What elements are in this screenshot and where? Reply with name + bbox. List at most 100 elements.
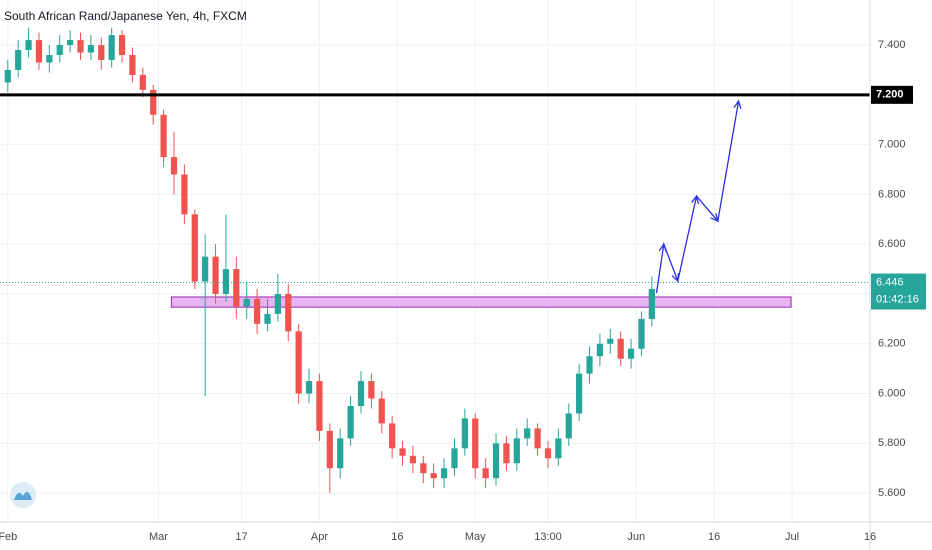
projection-arrowhead — [671, 273, 680, 283]
candle-body — [15, 50, 22, 70]
candle-body — [160, 114, 167, 158]
x-tick-label: 16 — [391, 531, 403, 543]
projection-arrowhead — [658, 242, 667, 253]
candle-body — [389, 423, 396, 449]
candle-body — [87, 45, 95, 53]
projection-arrowhead — [710, 213, 719, 223]
candle-body — [513, 438, 520, 464]
zone — [170, 296, 792, 308]
candle-body — [326, 430, 333, 469]
y-tick-label: 7.000 — [878, 139, 906, 151]
y-tick-label: 6.600 — [878, 238, 906, 250]
candle-body — [191, 214, 198, 282]
x-tick-label: Feb — [0, 531, 17, 543]
candle-body — [409, 455, 417, 464]
axes: 5.6005.8006.0006.2006.4006.6006.8007.000… — [0, 39, 926, 543]
candle-body — [337, 438, 344, 469]
candle-body — [503, 443, 510, 464]
x-tick-label: 16 — [708, 531, 720, 543]
candle-body — [451, 448, 458, 469]
candle-body — [4, 69, 11, 83]
x-tick-label: 16 — [864, 531, 876, 543]
candle-body — [98, 45, 105, 60]
logo-circle — [10, 482, 36, 508]
candle-body — [648, 289, 655, 319]
y-tick-label: 5.800 — [878, 437, 906, 449]
candle-body — [150, 89, 157, 115]
level-label: 7.200 — [876, 89, 904, 101]
last-price-box — [871, 273, 926, 310]
y-tick-label: 5.600 — [878, 487, 906, 499]
candle-body — [544, 448, 552, 459]
x-tick-label: Jun — [627, 531, 645, 543]
candle-body — [243, 298, 250, 307]
candle-body — [399, 448, 406, 456]
x-tick-label: Apr — [311, 531, 328, 543]
candle-body — [378, 398, 385, 424]
candle-body — [607, 338, 614, 344]
countdown: 01:42:16 — [876, 293, 919, 305]
candle-body — [638, 318, 645, 349]
x-tick-label: May — [465, 531, 486, 543]
candle-body — [35, 40, 43, 63]
candle-body — [534, 428, 541, 449]
candle-body — [129, 55, 136, 75]
candle-body — [347, 406, 354, 439]
candle-body — [420, 463, 427, 474]
candle-body — [482, 468, 489, 479]
projection-arrowhead — [691, 194, 700, 205]
candle-body — [430, 473, 437, 479]
candle-body — [627, 348, 635, 359]
candle-body — [461, 418, 468, 449]
candle-body — [274, 293, 281, 314]
candle-body — [170, 157, 178, 175]
candle-body — [492, 443, 500, 479]
candle-body — [565, 413, 572, 439]
candle-body — [108, 35, 115, 60]
candle-body — [264, 313, 271, 324]
candle-body — [440, 468, 448, 479]
candle-body — [181, 174, 188, 215]
logo-shape — [14, 491, 32, 500]
x-tick-label: 13:00 — [534, 531, 562, 543]
candle-body — [305, 381, 313, 394]
candle-body — [212, 256, 219, 294]
candle-body — [357, 381, 365, 406]
candle-body — [139, 74, 146, 90]
candle-body — [617, 338, 624, 359]
y-tick-label: 6.200 — [878, 338, 906, 350]
candle-body — [576, 373, 583, 414]
y-tick-label: 6.000 — [878, 387, 906, 399]
candle-body — [316, 381, 323, 431]
logo — [10, 482, 36, 508]
candle-body — [586, 356, 593, 374]
x-tick-label: 17 — [235, 531, 247, 543]
candle-body — [472, 418, 479, 469]
x-tick-label: Jul — [785, 531, 799, 543]
candle-body — [295, 331, 302, 394]
chart-title: South African Rand/Japanese Yen, 4h, FXC… — [4, 9, 247, 23]
candle-body — [596, 343, 604, 357]
candle-body — [222, 269, 230, 294]
candle-body — [233, 269, 240, 307]
candle-body — [524, 428, 531, 439]
last-price-label: 6.446 — [876, 276, 904, 288]
plot — [0, 27, 870, 494]
candle-body — [25, 40, 32, 51]
candle-body — [67, 40, 74, 46]
candle-body — [555, 438, 562, 459]
candle-body — [202, 256, 209, 282]
x-tick-label: Mar — [149, 531, 168, 543]
candle-body — [118, 35, 126, 56]
candle-body — [253, 298, 261, 324]
y-tick-label: 6.800 — [878, 188, 906, 200]
candle-body — [368, 381, 375, 399]
candle-body — [46, 55, 53, 63]
level-label-box — [871, 85, 913, 104]
candle-body — [77, 40, 84, 53]
projection-path — [655, 100, 740, 294]
y-tick-label: 7.400 — [878, 39, 906, 51]
candle-body — [285, 293, 292, 332]
projection-arrowhead — [733, 99, 742, 109]
